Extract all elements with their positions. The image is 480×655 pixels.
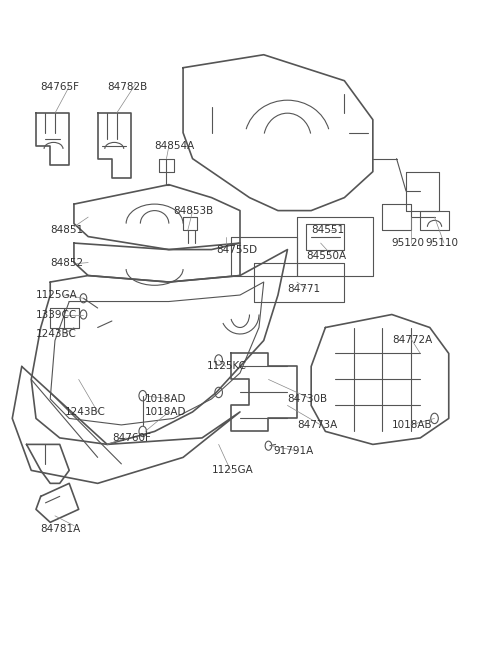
Text: 84782B: 84782B [107,83,147,92]
Text: 84773A: 84773A [297,420,337,430]
Text: 84781A: 84781A [41,524,81,534]
Text: 1243BC: 1243BC [64,407,105,417]
Text: 95110: 95110 [425,238,458,248]
Text: 84755D: 84755D [216,244,257,255]
Text: 95120: 95120 [392,238,425,248]
Text: 1018AB: 1018AB [392,420,432,430]
Text: 84853B: 84853B [174,206,214,215]
Text: 84854A: 84854A [155,141,195,151]
Text: 1018AD: 1018AD [145,407,187,417]
Text: 84760F: 84760F [112,433,151,443]
Text: 1339CC: 1339CC [36,310,77,320]
Text: 84550A: 84550A [306,251,347,261]
Text: 1018AD: 1018AD [145,394,187,404]
Text: 84730B: 84730B [288,394,327,404]
Text: 1243BC: 1243BC [36,329,77,339]
Text: 84771: 84771 [288,284,321,293]
Text: 84851: 84851 [50,225,84,235]
Text: 1125GA: 1125GA [212,466,253,476]
Text: 1125GA: 1125GA [36,290,78,300]
Text: 84551: 84551 [311,225,344,235]
Text: 91791A: 91791A [273,446,313,456]
Text: 84772A: 84772A [392,335,432,345]
Text: 1125KC: 1125KC [207,362,247,371]
Text: 84765F: 84765F [41,83,80,92]
Text: 84852: 84852 [50,257,84,267]
